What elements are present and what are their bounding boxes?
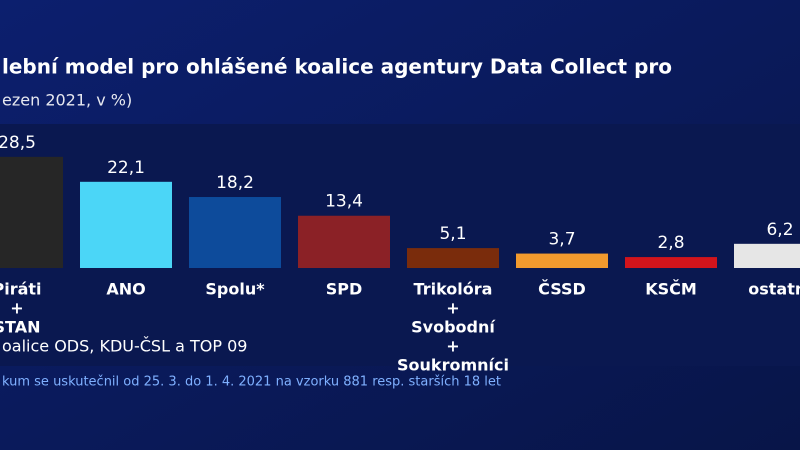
chart-subtitle: ezen 2021, v %) <box>2 91 132 110</box>
category-label: SPD <box>326 280 363 299</box>
category-label: Svobodní <box>411 318 496 337</box>
category-label: KSČM <box>645 280 697 299</box>
chart-title: lební model pro ohlášené koalice agentur… <box>2 55 672 79</box>
bar <box>189 197 281 268</box>
bar <box>0 156 63 268</box>
value-label: 13,4 <box>325 192 363 212</box>
bar <box>625 257 717 268</box>
footnote: oalice ODS, KDU-ČSL a TOP 09 <box>2 337 247 356</box>
bar <box>80 181 172 268</box>
source-note: kum se uskutečnil od 25. 3. do 1. 4. 202… <box>2 375 501 390</box>
category-label: ANO <box>106 280 145 299</box>
value-label: 5,1 <box>439 224 466 244</box>
category-label: STAN <box>0 318 40 337</box>
category-label: Piráti <box>0 280 42 299</box>
category-label: + <box>446 337 459 356</box>
value-label: 18,2 <box>216 173 254 193</box>
category-label: Soukromníci <box>397 356 509 375</box>
category-label: Spolu* <box>205 280 265 299</box>
value-label: 28,5 <box>0 133 36 153</box>
category-label: + <box>10 299 23 318</box>
bar <box>734 243 800 268</box>
category-label: ostatní <box>748 280 800 299</box>
value-label: 2,8 <box>657 233 684 253</box>
value-label: 3,7 <box>548 230 575 250</box>
category-label: + <box>446 299 459 318</box>
value-label: 22,1 <box>107 158 145 178</box>
category-label: ČSSD <box>538 280 586 299</box>
bar <box>298 215 390 268</box>
bar <box>516 253 608 268</box>
category-label: Trikolóra <box>414 280 493 299</box>
bar <box>407 248 499 268</box>
value-label: 6,2 <box>766 220 793 240</box>
